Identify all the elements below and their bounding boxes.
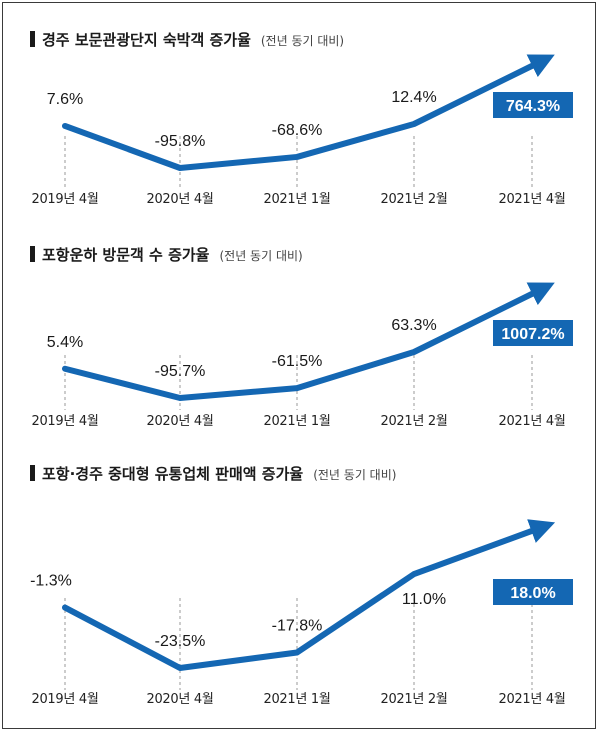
highlight-value-label: 18.0%: [510, 585, 555, 602]
category-label: 2020년 4월: [146, 414, 213, 429]
panel-3: 포항·경주 중대형 유통업체 판매액 증가율 (전년 동기 대비): [30, 465, 396, 483]
value-label: 63.3%: [391, 317, 436, 334]
series-line: [62, 282, 555, 401]
category-label: 2021년 4월: [498, 414, 565, 429]
value-label: -95.8%: [155, 133, 206, 150]
value-label: -95.7%: [155, 363, 206, 380]
category-label: 2021년 2월: [380, 414, 447, 429]
panel-2: 포항운하 방문객 수 증가율 (전년 동기 대비): [30, 246, 303, 264]
value-label: -17.8%: [272, 617, 323, 634]
category-label: 2019년 4월: [31, 192, 98, 207]
highlight-value-label: 1007.2%: [501, 326, 564, 343]
title-marker: [30, 246, 35, 262]
value-label: -61.5%: [272, 353, 323, 370]
highlight-box: [493, 579, 573, 605]
value-label: 5.4%: [47, 334, 83, 351]
category-label: 2021년 2월: [380, 192, 447, 207]
chart-title: 포항·경주 중대형 유통업체 판매액 증가율 (전년 동기 대비): [42, 465, 396, 483]
category-label: 2021년 1월: [263, 414, 330, 429]
series-line: [62, 54, 555, 171]
title-marker: [30, 465, 35, 481]
highlight-value-label: 764.3%: [506, 98, 560, 115]
plot-1: 2019년 4월 2020년 4월 2021년 1월 2021년 2월 2021년 4월…: [31, 54, 573, 207]
value-label: -68.6%: [272, 122, 323, 139]
panel-1: 경주 보문관광단지 숙박객 증가율 (전년 동기 대비): [30, 31, 344, 49]
value-label: -1.3%: [30, 573, 72, 590]
plot-3: 2019년 4월 2020년 4월 2021년 1월 2021년 2월 2021년 4월…: [30, 519, 573, 707]
category-label: 2020년 4월: [146, 192, 213, 207]
series-line: [62, 519, 556, 671]
chart-title: 포항운하 방문객 수 증가율 (전년 동기 대비): [42, 246, 303, 264]
category-label: 2021년 1월: [263, 192, 330, 207]
category-label: 2020년 4월: [146, 692, 213, 707]
value-label: 12.4%: [391, 89, 436, 106]
chart-title: 경주 보문관광단지 숙박객 증가율 (전년 동기 대비): [42, 31, 344, 49]
value-label: -23.5%: [155, 633, 206, 650]
category-label: 2021년 4월: [498, 192, 565, 207]
value-label: 11.0%: [402, 591, 446, 608]
category-label: 2019년 4월: [31, 414, 98, 429]
title-marker: [30, 31, 35, 47]
plot-2: 2019년 4월 2020년 4월 2021년 1월 2021년 2월 2021년 4월…: [31, 282, 573, 429]
highlight-box: [493, 92, 573, 118]
category-label: 2021년 1월: [263, 692, 330, 707]
category-label: 2019년 4월: [31, 692, 98, 707]
value-label: 7.6%: [47, 91, 83, 108]
highlight-box: [493, 320, 573, 346]
category-label: 2021년 4월: [498, 692, 565, 707]
category-label: 2021년 2월: [380, 692, 447, 707]
